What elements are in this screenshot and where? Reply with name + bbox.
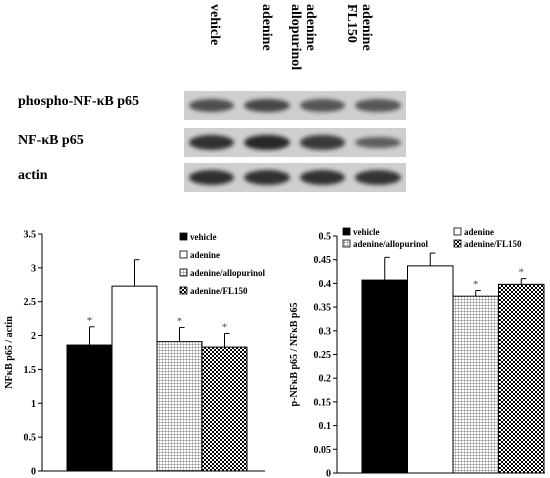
legend-swatch: [179, 232, 188, 241]
legend-swatch: [179, 286, 188, 295]
significance-marker: *: [177, 315, 183, 327]
y-tick-label: 0.5: [24, 433, 37, 444]
legend-swatch: [342, 227, 351, 236]
legend-entry: adenine: [190, 250, 220, 260]
y-tick-label: 0.15: [314, 397, 332, 408]
legend-swatch: [179, 268, 188, 277]
bar-vehicle: [66, 344, 113, 472]
blot-band: [188, 99, 235, 112]
bar-adenine-allopurinol: [156, 341, 203, 472]
western-blot-panel: vehicle adenine adenine allopurinol aden…: [0, 0, 550, 210]
y-axis-label: NFκB p65 / actin: [4, 316, 15, 389]
y-tick-label: 0.35: [314, 303, 332, 314]
blot-band: [299, 99, 346, 112]
blot-band: [355, 136, 401, 149]
blot-strip-actin: [184, 163, 406, 192]
bar-adenine: [407, 265, 454, 474]
y-tick-label: 2.5: [24, 297, 37, 308]
y-axis-label: p-NFκB p65 / NFκB p65: [289, 303, 300, 407]
row-label-nfkb-p65: NF-κB p65: [18, 133, 84, 148]
blot-band: [244, 98, 290, 113]
bar-vehicle: [361, 279, 408, 474]
blot-band: [244, 169, 290, 186]
significance-marker: *: [473, 279, 479, 291]
lane-label-adenine: adenine: [259, 4, 274, 51]
blot-band: [299, 169, 346, 186]
significance-marker: *: [87, 315, 93, 327]
y-tick-label: 0.3: [319, 326, 332, 337]
blot-strip-phospho-nfkb-p65: [184, 91, 406, 120]
bar-chart-pnfkb-over-nfkb: p-NFκB p65 / NFκB p65 0 0.05 0.1 0.15 0.2 0.25…: [289, 227, 545, 478]
y-tick-label: 0.05: [314, 445, 332, 456]
y-tick-label: 0.4: [319, 279, 332, 290]
bar-adenine: [111, 285, 158, 472]
legend-entry: adenine/FL150: [190, 286, 248, 296]
significance-marker: *: [519, 267, 525, 279]
blot-band: [244, 134, 290, 151]
blot-strip-nfkb-p65: [184, 128, 406, 157]
y-tick-label: 1.5: [24, 365, 37, 376]
y-tick-label: 2: [31, 331, 36, 342]
blot-band: [188, 169, 235, 186]
legend-entry: adenine/allopurinol: [190, 268, 266, 278]
blot-band: [299, 135, 346, 150]
blot-band: [355, 169, 401, 185]
lane-label-adenine-fl150: adenine FL150: [344, 4, 374, 51]
bar-adenine-fl150: [201, 346, 248, 472]
bar-adenine-fl150: [498, 283, 545, 474]
bar-adenine-allopurinol: [452, 295, 499, 474]
lane-label-vehicle: vehicle: [207, 4, 222, 46]
lane-label-adenine-allopurinol: adenine allopurinol: [288, 4, 318, 71]
significance-marker: *: [222, 322, 228, 334]
legend-entry: vehicle: [353, 227, 380, 237]
y-tick-label: 3.5: [24, 230, 37, 241]
blot-band: [188, 134, 235, 151]
legend-swatch: [179, 250, 188, 259]
bar-chart-nfkb-over-actin: NFκB p65 / actin 0 0.5 1 1.5 2 2.5 3 3.5 * * * vehic…: [4, 230, 266, 478]
blot-band: [355, 99, 401, 112]
y-tick-label: 0.2: [319, 374, 332, 385]
legend-swatch: [453, 239, 462, 248]
legend-swatch: [342, 239, 351, 248]
legend-entry: adenine: [464, 227, 494, 237]
legend-entry: adenine/FL150: [464, 239, 522, 249]
y-tick-label: 0: [326, 469, 331, 478]
row-label-actin: actin: [18, 168, 48, 183]
y-tick-label: 3: [31, 263, 36, 274]
y-tick-label: 0.5: [319, 232, 332, 243]
y-tick-label: 0.45: [314, 255, 332, 266]
row-label-phospho-nfkb-p65: phospho-NF-κB p65: [18, 94, 139, 109]
y-tick-label: 0.25: [314, 350, 332, 361]
y-tick-label: 0.1: [319, 421, 332, 432]
legend-entry: adenine/allopurinol: [353, 239, 429, 249]
y-tick-label: 1: [31, 399, 36, 410]
legend-swatch: [453, 227, 462, 236]
legend-entry: vehicle: [190, 232, 217, 242]
y-tick-label: 0: [31, 467, 36, 478]
